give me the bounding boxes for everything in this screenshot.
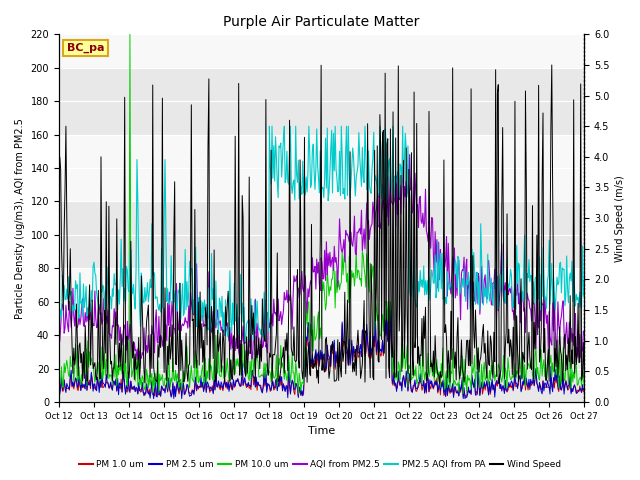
Bar: [59, 35, 584, 68]
Bar: [59, 202, 584, 268]
Bar: [59, 68, 584, 134]
Legend: PM 1.0 um, PM 2.5 um, PM 10.0 um, AQI from PM2.5, PM2.5 AQI from PA, Wind Speed: PM 1.0 um, PM 2.5 um, PM 10.0 um, AQI fr…: [76, 457, 564, 473]
Title: Purple Air Particulate Matter: Purple Air Particulate Matter: [223, 15, 420, 29]
Y-axis label: Wind Speed (m/s): Wind Speed (m/s): [615, 175, 625, 262]
Bar: [59, 268, 584, 335]
X-axis label: Time: Time: [308, 426, 335, 436]
Text: BC_pa: BC_pa: [67, 43, 104, 53]
Bar: [59, 134, 584, 202]
Bar: [59, 335, 584, 402]
Y-axis label: Particle Density (ug/m3), AQI from PM2.5: Particle Density (ug/m3), AQI from PM2.5: [15, 118, 25, 319]
